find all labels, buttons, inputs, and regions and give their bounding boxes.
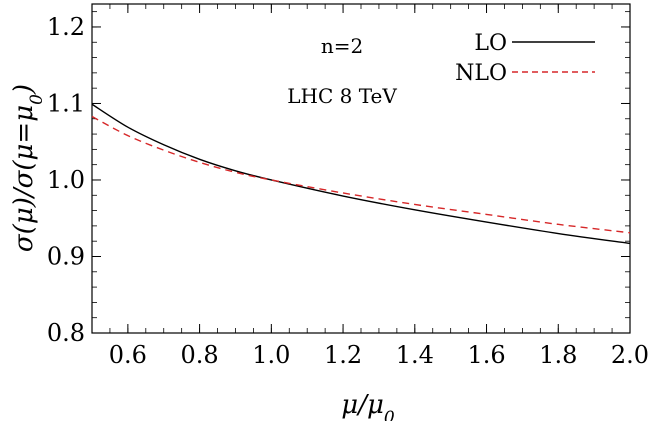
y-tick-label: 1.1: [47, 89, 85, 117]
x-tick-label: 1.6: [467, 341, 505, 369]
x-tick-label: 1.2: [324, 341, 362, 369]
series-layer: [91, 103, 631, 245]
axis-ticks: 0.6 0.8 1.0 1.2 1.4 1.6 1.8 2.0 0.8 0.9 1.0 1.1 1.2: [47, 4, 648, 369]
legend-label-lo: LO: [474, 31, 507, 56]
x-tick-label: 0.6: [109, 341, 147, 369]
series-line-lo: [91, 103, 631, 245]
x-tick-label: 1.4: [396, 341, 434, 369]
y-tick-label: 0.8: [47, 319, 85, 347]
y-tick-label: 1.0: [47, 166, 85, 194]
x-tick-label: 0.8: [181, 341, 219, 369]
legend-label-nlo: NLO: [455, 61, 507, 86]
x-tick-label: 1.8: [539, 341, 577, 369]
annotation-collider: LHC 8 TeV: [287, 84, 397, 108]
x-axis-label: μ/μ0: [341, 390, 395, 421]
series-line-nlo: [91, 115, 631, 234]
legend: LO NLO: [455, 31, 595, 86]
y-tick-label: 1.2: [47, 13, 85, 41]
x-tick-label: 1.0: [252, 341, 290, 369]
y-tick-label: 0.9: [47, 242, 85, 270]
x-tick-label: 2.0: [611, 341, 648, 369]
annotation-n: n=2: [321, 34, 363, 58]
y-axis-label: σ(μ)/σ(μ=μ0): [9, 84, 47, 252]
